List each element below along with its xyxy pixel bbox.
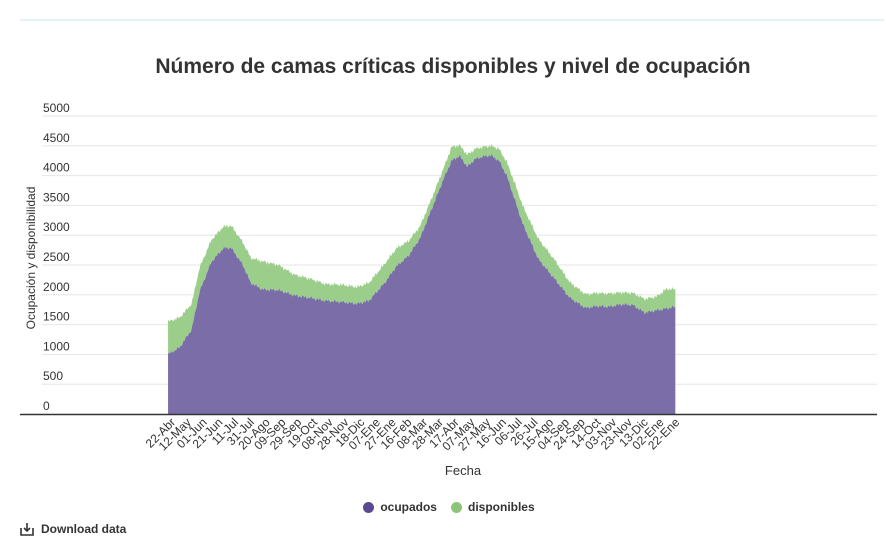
y-tick-label: 5000 [43,101,70,115]
y-tick-label: 3000 [43,220,70,234]
y-tick-label: 4500 [43,131,70,145]
y-tick-label: 1500 [43,310,70,324]
y-axis-ticks: 0 500 1000 1500 2000 2500 3000 3500 4000 4500 5000 [43,101,70,413]
legend-label-ocupados: ocupados [380,500,437,514]
legend-label-disponibles: disponibles [467,500,535,514]
chart-title: Número de camas críticas disponibles y n… [155,55,751,78]
y-axis-label: Ocupación y disponibilidad [24,187,38,330]
area-series [168,143,676,414]
legend-item-ocupados[interactable]: ocupados [363,500,437,514]
download-data-button[interactable]: Download data [20,522,126,536]
y-tick-label: 2000 [43,280,70,294]
top-divider [20,19,884,21]
legend-item-disponibles[interactable]: disponibles [450,500,535,514]
download-data-label: Download data [41,522,127,536]
x-axis-label: Fecha [445,463,482,478]
download-icon [20,522,34,536]
y-tick-label: 500 [43,369,63,383]
y-tick-label: 4000 [43,161,70,175]
x-axis-ticks: 22-Abr12-May01-Jun21-Jun11-Jul31-Jul20-A… [143,415,683,454]
y-tick-label: 2500 [43,250,70,264]
legend: ocupados disponibles [0,500,886,514]
y-tick-label: 0 [43,399,50,413]
legend-swatch-ocupados [363,501,375,513]
series-ocupados-area [168,154,676,414]
y-tick-label: 3500 [43,190,70,204]
legend-swatch-disponibles [450,501,462,513]
y-tick-label: 1000 [43,339,70,353]
